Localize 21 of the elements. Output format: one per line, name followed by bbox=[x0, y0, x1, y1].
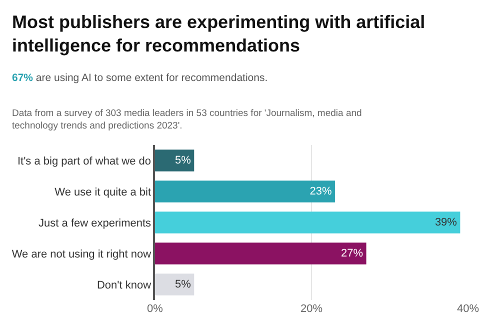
data-label: 5% bbox=[175, 278, 192, 290]
x-tick-label: 0% bbox=[147, 303, 164, 315]
y-tick-label: Just a few experiments bbox=[38, 217, 152, 230]
data-label: 39% bbox=[434, 216, 458, 228]
y-tick-label: We use it quite a bit bbox=[54, 186, 152, 198]
data-label: 23% bbox=[310, 186, 332, 198]
bar bbox=[155, 180, 335, 202]
y-tick-label: It's a big part of what we do bbox=[17, 155, 152, 168]
bar bbox=[155, 212, 460, 234]
y-tick-label: Don't know bbox=[96, 279, 152, 292]
data-label: 5% bbox=[175, 154, 192, 166]
text: Data from a survey of 303 media leaders in 53 countries for 'Journalism, media and technology trends and predictions 2023'. bbox=[12, 108, 362, 132]
chart-subtitle: 67% are using AI to some extent for recommendations. bbox=[12, 72, 268, 84]
bar bbox=[155, 242, 366, 264]
data-label: 27% bbox=[341, 248, 364, 260]
chart-title: Most publishers are experimenting with artificial intelligence for recommendations bbox=[12, 12, 426, 56]
y-tick-label: We are not using it right now bbox=[12, 248, 152, 260]
x-tick-label: 20% bbox=[300, 303, 323, 315]
bar bbox=[155, 274, 194, 296]
x-tick-label: 40% bbox=[456, 303, 480, 315]
bar bbox=[155, 150, 194, 172]
